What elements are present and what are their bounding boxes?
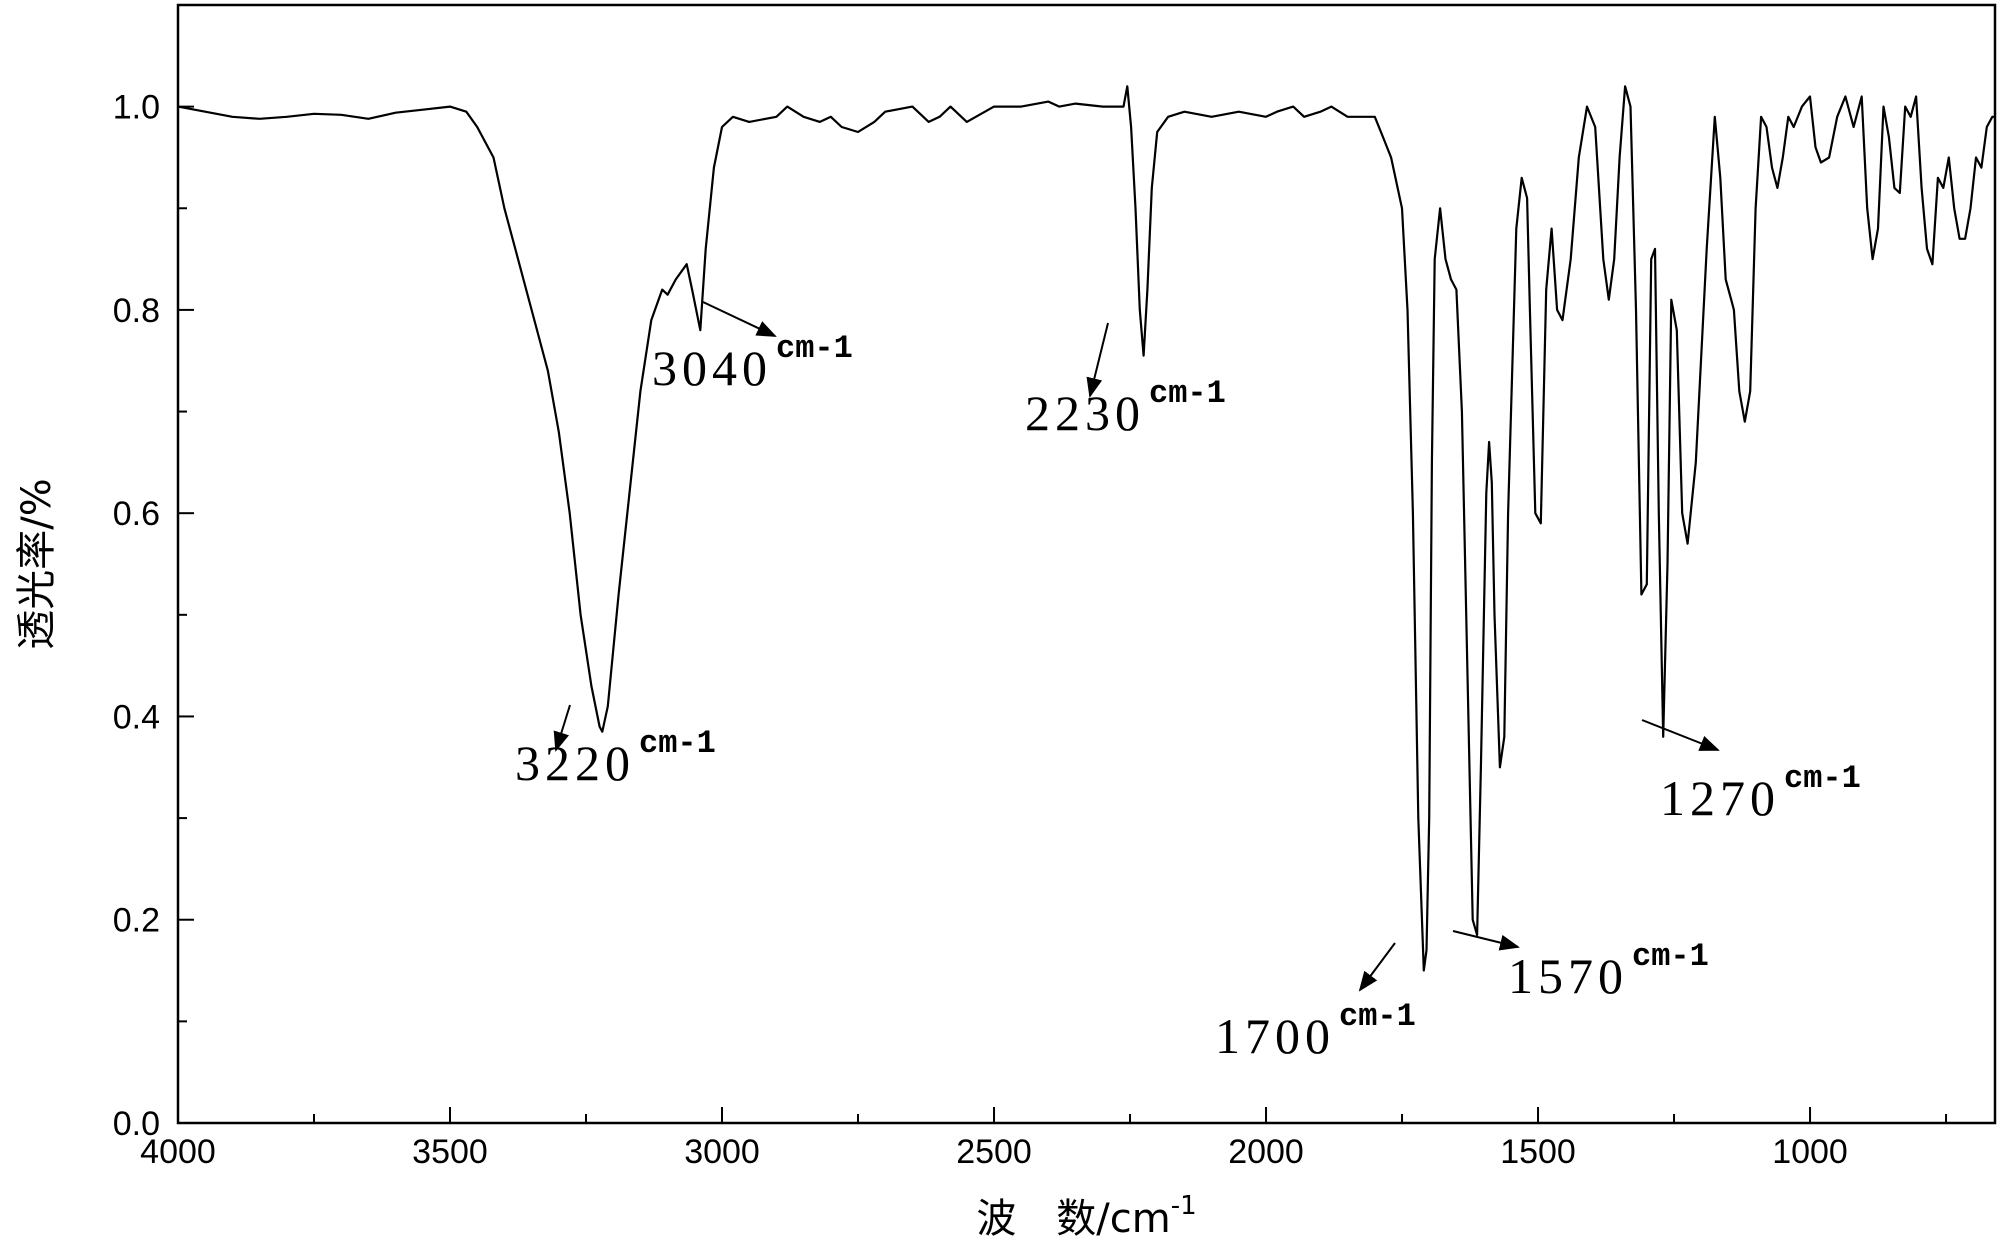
annotation-unit: cm-1 <box>639 725 716 762</box>
peak-annotation-1700: 1700 cm-1 <box>1215 942 1416 1064</box>
x-tick-label: 1000 <box>1772 1133 1848 1171</box>
annotation-arrow <box>1452 930 1520 951</box>
peak-annotation-1270: 1270 cm-1 <box>1641 719 1861 826</box>
y-tick-label: 0.8 <box>113 292 160 330</box>
annotation-label: 1700 cm-1 <box>1215 998 1416 1064</box>
peak-annotation-3040: 3040 cm-1 <box>652 301 853 396</box>
annotation-label: 3220 cm-1 <box>515 725 716 791</box>
annotation-arrow <box>1358 942 1396 992</box>
annotation-label: 1270 cm-1 <box>1660 760 1861 826</box>
annotation-label: 1570 cm-1 <box>1508 938 1709 1004</box>
annotation-unit: cm-1 <box>776 330 853 367</box>
x-tick-label: 1500 <box>1500 1133 1576 1171</box>
x-tick-label: 3500 <box>412 1133 488 1171</box>
annotation-arrow <box>1641 719 1720 751</box>
x-axis-title-text: 波 数/cm <box>976 1196 1170 1242</box>
y-tick-label: 0.6 <box>113 495 160 533</box>
y-tick-label: 0.0 <box>113 1105 160 1143</box>
annotation-value: 1570 <box>1508 948 1628 1004</box>
x-tick-label: 2000 <box>1228 1133 1304 1171</box>
spectrum-line <box>177 85 1995 972</box>
annotation-arrow <box>702 301 777 337</box>
peak-annotation-1570: 1570 cm-1 <box>1452 930 1709 1004</box>
annotation-value: 1270 <box>1660 770 1780 826</box>
x-axis: 4000 3500 3000 2500 2000 1500 1000 <box>140 1107 1948 1171</box>
annotation-unit: cm-1 <box>1149 375 1226 412</box>
annotation-value: 3220 <box>515 735 635 791</box>
y-tick-label: 0.4 <box>113 698 160 736</box>
annotation-unit: cm-1 <box>1339 998 1416 1035</box>
annotation-arrow <box>553 704 571 752</box>
annotation-arrow <box>1086 322 1109 398</box>
peak-annotation-3220: 3220 cm-1 <box>515 704 716 791</box>
annotation-unit: cm-1 <box>1632 938 1709 975</box>
series-group <box>177 85 1995 972</box>
annotation-label: 3040 cm-1 <box>652 330 853 396</box>
x-tick-label: 4000 <box>140 1133 216 1171</box>
annotation-unit: cm-1 <box>1784 760 1861 797</box>
annotation-label: 2230 cm-1 <box>1025 375 1226 441</box>
plot-border <box>176 3 1997 1125</box>
x-axis-title: 波 数/cm-1 <box>976 1191 1196 1242</box>
peak-annotation-2230: 2230 cm-1 <box>1025 322 1226 441</box>
y-axis: 0.0 0.2 0.4 0.6 0.8 1.0 <box>113 89 194 1143</box>
y-tick-label: 0.2 <box>113 902 160 940</box>
x-tick-label: 2500 <box>956 1133 1032 1171</box>
annotation-value: 3040 <box>652 340 772 396</box>
annotation-value: 1700 <box>1215 1008 1335 1064</box>
plot-frame <box>176 3 1997 1125</box>
y-axis-title: 透光率/% <box>14 478 60 649</box>
annotation-value: 2230 <box>1025 385 1145 441</box>
x-tick-label: 3000 <box>684 1133 760 1171</box>
y-tick-label: 1.0 <box>113 89 160 127</box>
x-axis-title-superscript: -1 <box>1171 1191 1197 1221</box>
